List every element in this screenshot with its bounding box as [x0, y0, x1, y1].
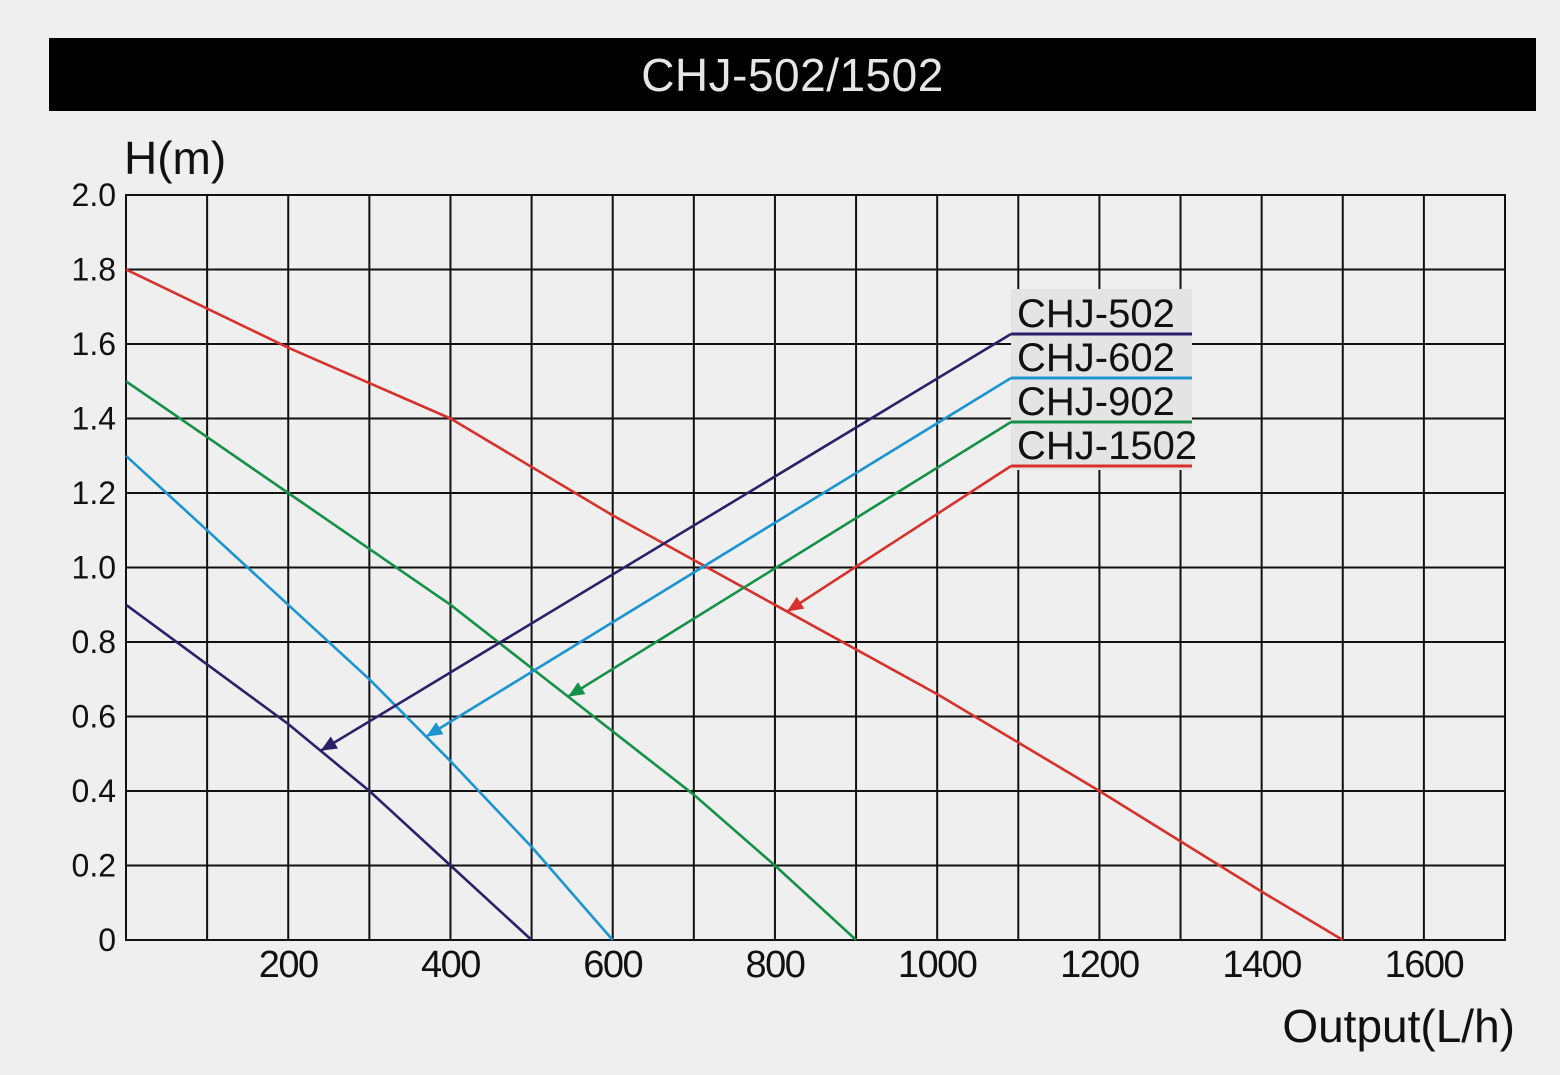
- y-tick-label: 1.4: [72, 401, 116, 437]
- legend-leader-line: [320, 332, 1012, 752]
- x-tick-label: 200: [259, 944, 318, 986]
- arrow-head: [426, 722, 444, 737]
- axes: 0 0.2 0.4 0.6 0.8 1.0 1.2 1.4 1.6 1.8 2.0 200 400 600…: [72, 177, 1465, 986]
- legend-leader-line: [425, 376, 1012, 738]
- y-axis-label: H(m): [124, 132, 226, 184]
- y-tick-label: 0.2: [72, 848, 116, 884]
- y-tick-label: 1.8: [72, 252, 116, 288]
- x-tick-label: 1600: [1385, 944, 1464, 986]
- legend-label: CHJ-902: [1017, 380, 1175, 424]
- y-tick-label: 1.0: [72, 550, 116, 586]
- x-tick-label: 1000: [898, 944, 977, 986]
- curve-chj-602: [125, 454, 614, 941]
- grid: [125, 194, 1506, 941]
- arrow-head: [568, 682, 586, 697]
- legend-label: CHJ-1502: [1017, 424, 1197, 468]
- curve-chj-902: [125, 380, 857, 941]
- x-tick-label: 800: [745, 944, 804, 986]
- y-tick-label: 1.6: [72, 326, 116, 362]
- x-tick-label: 400: [421, 944, 480, 986]
- legend-label: CHJ-602: [1017, 336, 1175, 380]
- y-tick-label: 0.6: [72, 699, 116, 735]
- x-tick-label: 1400: [1222, 944, 1301, 986]
- legend-leader-line: [786, 464, 1012, 613]
- curve-chj-1502: [125, 268, 1344, 942]
- arrow-head: [787, 596, 805, 612]
- chart-title: CHJ-502/1502: [641, 48, 944, 101]
- x-tick-label: 1200: [1060, 944, 1139, 986]
- x-axis-label: Output(L/h): [1282, 1000, 1515, 1052]
- y-tick-label: 0.8: [72, 624, 116, 660]
- x-tick-label: 600: [583, 944, 642, 986]
- curves: [125, 268, 1344, 942]
- y-tick-label: 0.4: [72, 773, 116, 809]
- title-bar: CHJ-502/1502: [49, 38, 1536, 111]
- legend-label: CHJ-502: [1017, 292, 1175, 336]
- arrow-head: [320, 736, 338, 751]
- y-tick-label: 1.2: [72, 475, 116, 511]
- y-tick-label: 0: [98, 922, 116, 958]
- curve-chj-502: [125, 603, 533, 941]
- legend-leader-line: [567, 420, 1012, 698]
- y-tick-label: 2.0: [72, 177, 116, 213]
